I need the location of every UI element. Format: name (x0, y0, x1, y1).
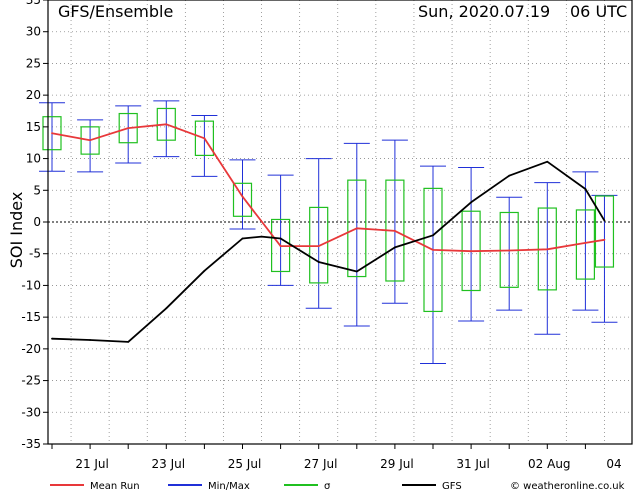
ensemble-box (381, 139, 408, 304)
y-tick-label: 35 (26, 0, 41, 7)
ensemble-box (77, 119, 104, 173)
series-point-gfs (355, 270, 358, 273)
series-point-mean-run (584, 242, 587, 244)
legend-label-min-max: Min/Max (208, 481, 250, 490)
legend-item-mean-run: Mean Run (50, 481, 140, 490)
series-point-mean-run (355, 227, 358, 230)
series-point-mean-run (394, 229, 396, 232)
series-point-mean-run (165, 123, 168, 126)
y-tick-label: 5 (33, 183, 41, 197)
series-point-mean-run (432, 249, 434, 251)
series-point-gfs (51, 337, 53, 340)
sigma-box (594, 195, 615, 268)
y-tick-label: 25 (26, 56, 41, 70)
series-point-gfs (241, 237, 244, 240)
series-point-mean-run (89, 139, 91, 142)
series-point-mean-run (241, 195, 244, 198)
series-point-mean-run (508, 249, 511, 252)
series-point-gfs (317, 261, 320, 263)
series-point-gfs (603, 219, 606, 222)
y-tick-label: 30 (26, 25, 41, 39)
series-point-gfs (470, 201, 472, 204)
y-tick-label: 15 (26, 120, 41, 134)
series-point-gfs (394, 246, 396, 249)
legend-label-mean-run: Mean Run (90, 481, 140, 490)
chart-title: GFS/Ensemble (58, 2, 173, 21)
x-tick-label: 21 Jul (75, 457, 109, 471)
y-tick-label: 0 (33, 215, 41, 229)
series-point-gfs (584, 188, 587, 190)
ensemble-box (229, 159, 256, 230)
sigma-box (118, 112, 138, 144)
data-layer (39, 100, 618, 364)
series-line-mean-run (51, 123, 605, 253)
y-axis-label: SOI Index (7, 192, 26, 269)
sigma-box (309, 206, 329, 284)
series-point-gfs (203, 269, 206, 272)
legend: Mean Run Min/Max σ GFS © weatheronline.c… (50, 481, 625, 490)
series-point-gfs (89, 339, 91, 341)
sigma-box (42, 116, 62, 151)
x-tick-label: 02 Aug (528, 457, 571, 471)
series-point-mean-run (127, 127, 130, 130)
y-tick-label: -5 (29, 247, 41, 261)
y-tick-label: -30 (21, 405, 41, 419)
x-tick-label: 31 Jul (456, 457, 490, 471)
series-point-gfs (508, 174, 511, 177)
y-tick-label: -35 (21, 437, 41, 451)
series-point-gfs (165, 307, 168, 310)
series-point-gfs (260, 235, 263, 238)
ensemble-box (115, 105, 142, 164)
y-tick-label: -25 (21, 374, 41, 388)
series-point-gfs (279, 237, 282, 240)
series-point-mean-run (203, 137, 206, 140)
legend-label-sigma: σ (324, 481, 331, 490)
ensemble-box (591, 194, 618, 323)
series-point-mean-run (470, 250, 472, 253)
y-tick-label: -20 (21, 342, 41, 356)
credit-text: © weatheronline.co.uk (510, 481, 625, 490)
series-point-mean-run (317, 245, 320, 248)
legend-item-gfs: GFS (402, 481, 462, 490)
series-point-mean-run (546, 248, 549, 251)
legend-item-min-max: Min/Max (168, 481, 250, 490)
legend-label-gfs: GFS (442, 481, 462, 490)
run-time: 06 UTC (570, 2, 627, 21)
series-point-gfs (432, 234, 434, 237)
legend-item-sigma: σ (284, 481, 331, 490)
x-tick-label: 27 Jul (304, 457, 338, 471)
ensemble-box (39, 102, 65, 172)
series-point-mean-run (603, 238, 606, 241)
ensemble-box (305, 158, 332, 309)
x-tick-label: 29 Jul (380, 457, 414, 471)
y-tick-label: 10 (26, 152, 41, 166)
series-point-gfs (127, 340, 130, 343)
series-point-gfs (546, 160, 549, 163)
sigma-box (232, 182, 253, 217)
sigma-box (194, 120, 214, 157)
x-tick-label: 04 (606, 457, 621, 471)
run-date: Sun, 2020.07.19 (418, 2, 550, 21)
series-point-mean-run (51, 132, 53, 135)
sigma-box (80, 126, 100, 155)
y-tick-label: -10 (21, 278, 41, 292)
x-tick-label: 23 Jul (152, 457, 186, 471)
y-tick-label: 20 (26, 88, 41, 102)
ensemble-box (191, 114, 218, 177)
axis-layer: 35 30 25 20 15 10 5 0 -5 -10 -15 -20 -25 -30 -35 21 Jul… (21, 0, 622, 471)
series-point-mean-run (279, 245, 282, 248)
y-tick-label: -15 (21, 310, 41, 324)
x-tick-label: 25 Jul (228, 457, 262, 471)
grid-layer (48, 0, 632, 444)
